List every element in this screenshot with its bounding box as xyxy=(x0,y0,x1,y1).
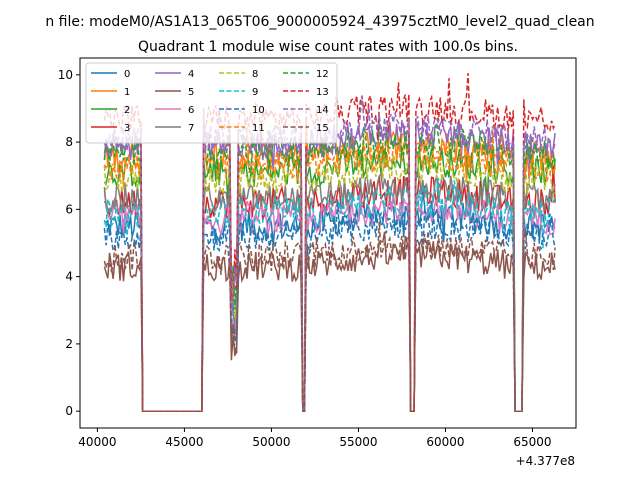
legend-label: 0 xyxy=(124,69,130,80)
x-tick-label: 55000 xyxy=(339,435,377,449)
y-tick-label: 4 xyxy=(65,270,73,284)
legend-label: 14 xyxy=(316,105,329,116)
legend-label: 13 xyxy=(316,87,329,98)
legend-label: 9 xyxy=(252,87,258,98)
x-tick-label: 65000 xyxy=(513,435,551,449)
series-line-15 xyxy=(103,221,556,412)
legend-label: 3 xyxy=(124,123,130,134)
series-line-12 xyxy=(103,120,556,412)
legend-label: 5 xyxy=(188,87,194,98)
x-tick-label: 50000 xyxy=(252,435,290,449)
legend-label: 1 xyxy=(124,87,130,98)
legend-label: 10 xyxy=(252,105,265,116)
series-line-6 xyxy=(103,190,556,412)
series-line-10 xyxy=(103,199,556,412)
legend-label: 11 xyxy=(252,123,265,134)
x-offset-label: +4.377e8 xyxy=(516,454,575,468)
legend-label: 2 xyxy=(124,105,130,116)
series-line-0 xyxy=(104,190,556,412)
chart-title: Quadrant 1 module wise count rates with … xyxy=(138,39,518,55)
y-tick-label: 8 xyxy=(65,135,73,149)
legend-box xyxy=(85,62,338,144)
legend-label: 6 xyxy=(188,105,194,116)
legend-label: 7 xyxy=(188,123,194,134)
figure-suptitle: n file: modeM0/AS1A13_065T06_9000005924_… xyxy=(45,14,594,30)
series-line-5 xyxy=(103,231,556,412)
y-tick-label: 0 xyxy=(65,404,73,418)
y-tick-label: 6 xyxy=(65,202,73,216)
legend-label: 12 xyxy=(316,69,329,80)
legend-label: 4 xyxy=(188,69,194,80)
legend-label: 15 xyxy=(316,123,329,134)
x-tick-label: 45000 xyxy=(165,435,203,449)
y-tick-label: 2 xyxy=(65,337,73,351)
x-tick-label: 40000 xyxy=(78,435,116,449)
plot-frame xyxy=(79,57,577,429)
x-tick-label: 60000 xyxy=(426,435,464,449)
legend-label: 8 xyxy=(252,69,258,80)
y-tick-label: 10 xyxy=(58,68,73,82)
